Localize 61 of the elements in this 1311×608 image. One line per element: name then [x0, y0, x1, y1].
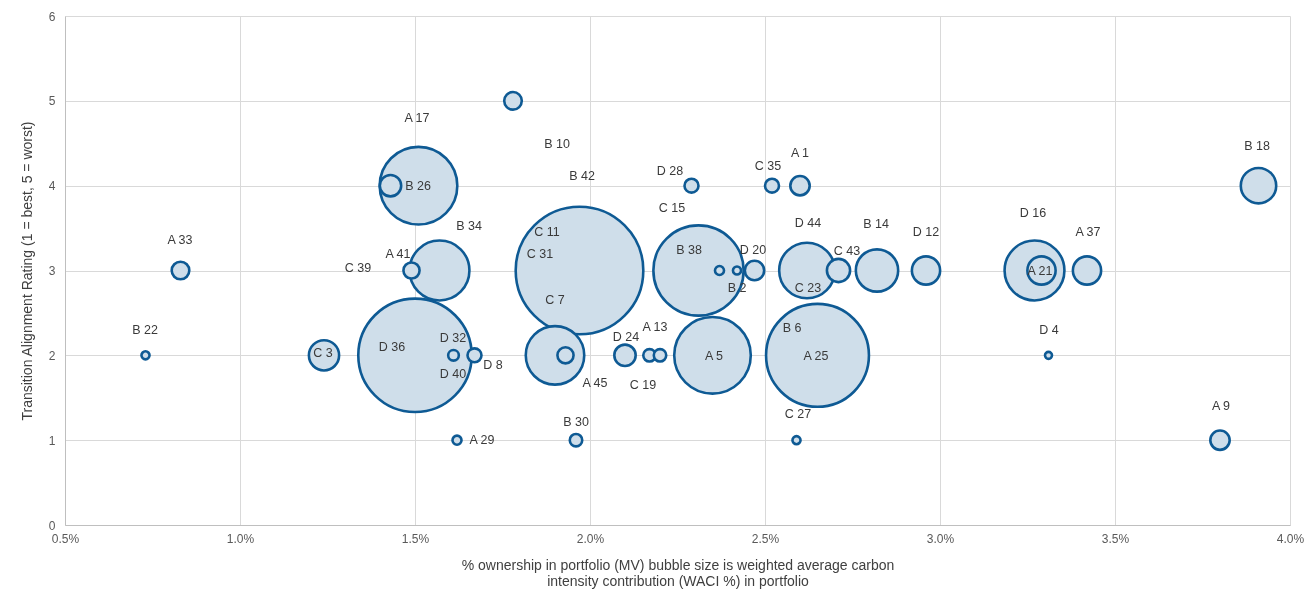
data-label: B 22: [132, 323, 158, 337]
annotation: C 7: [545, 293, 565, 307]
data-label: D 16: [1019, 206, 1047, 220]
x-tick-label: 4.0%: [1276, 531, 1305, 546]
data-label: A 1: [790, 146, 810, 160]
x-tick-label: 1.0%: [226, 531, 255, 546]
y-axis-title: Transition Alignment Rating (1 = best, 5 = worst): [18, 121, 35, 421]
data-label: C 27: [784, 407, 812, 421]
y-tick-label: 2: [48, 348, 56, 363]
data-label: A 33: [167, 233, 193, 247]
data-label: D 8: [483, 358, 503, 372]
x-tick-label: 0.5%: [51, 531, 80, 546]
data-label: A 5: [704, 349, 724, 363]
data-label: A 9: [1211, 399, 1231, 413]
data-label: B 42: [569, 169, 595, 183]
data-label: D 12: [912, 225, 940, 239]
x-tick-label: 2.0%: [576, 531, 605, 546]
data-label: B 34: [456, 219, 482, 233]
x-tick-label: 3.5%: [1101, 531, 1130, 546]
annotation: C 31: [526, 247, 554, 261]
data-label: D 20: [739, 243, 767, 257]
data-label: A 29: [469, 433, 495, 447]
data-label: A 17: [404, 111, 430, 125]
annotation: D 40: [439, 367, 467, 381]
data-label: D 36: [378, 340, 406, 354]
annotation: C 39: [344, 261, 372, 275]
data-label: C 43: [833, 244, 861, 258]
data-label: B 38: [676, 243, 702, 257]
data-label: B 30: [563, 415, 589, 429]
y-tick-label: 0: [48, 518, 56, 533]
x-tick-label: 2.5%: [751, 531, 780, 546]
y-tick-label: 3: [48, 264, 56, 278]
data-label: B 14: [863, 217, 889, 231]
data-label: D 28: [656, 164, 684, 178]
data-label: A 25: [803, 349, 829, 363]
data-label: D 32: [439, 331, 467, 345]
data-label: B 10: [544, 137, 570, 151]
data-label: A 13: [642, 320, 668, 334]
data-label: D 4: [1039, 323, 1059, 337]
x-tick-label: 1.5%: [401, 531, 430, 546]
data-label: A 37: [1075, 225, 1101, 239]
annotation: C 11: [534, 225, 560, 239]
data-label: A 41: [385, 247, 411, 261]
data-label: D 24: [612, 330, 640, 344]
y-tick-label: 6: [48, 9, 56, 24]
data-label: C 19: [629, 378, 657, 392]
data-label: C 35: [754, 159, 782, 173]
y-tick-label: 5: [48, 94, 56, 109]
annotation: B 6: [782, 321, 802, 335]
data-label: B 18: [1244, 139, 1270, 153]
annotation: C 23: [794, 281, 822, 295]
x-tick-label: 3.0%: [926, 531, 955, 546]
data-label: D 44: [794, 216, 822, 230]
data-label: B 2: [727, 281, 747, 295]
data-label: A 45: [582, 376, 608, 390]
data-label: C 15: [658, 201, 686, 215]
data-label: B 26: [405, 179, 431, 193]
y-tick-label: 4: [48, 179, 56, 194]
x-axis-title: % ownership in portfolio (MV) bubble size is weighted average carbon intensity contribution (WACI %) in portfolio: [461, 556, 895, 589]
data-label: C 3: [313, 346, 333, 360]
y-tick-label: 1: [48, 433, 56, 448]
